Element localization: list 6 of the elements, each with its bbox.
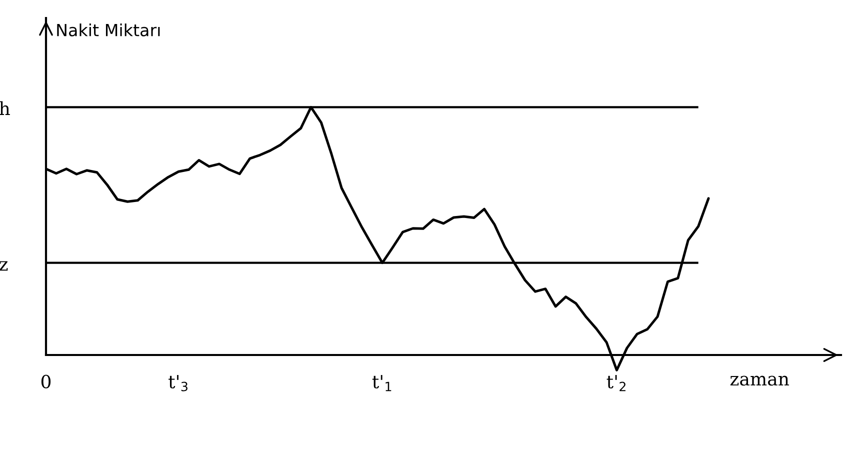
x-tick-label: t'$_{2}$ (606, 375, 626, 392)
y-axis-title: Nakit Miktarı (57, 24, 160, 36)
x-tick-label: t'$_{1}$ (372, 375, 392, 392)
x-tick-label: t'$_{3}$ (168, 375, 188, 392)
x-axis-title: zaman (730, 376, 789, 386)
x-tick-label: 0 (41, 374, 51, 388)
